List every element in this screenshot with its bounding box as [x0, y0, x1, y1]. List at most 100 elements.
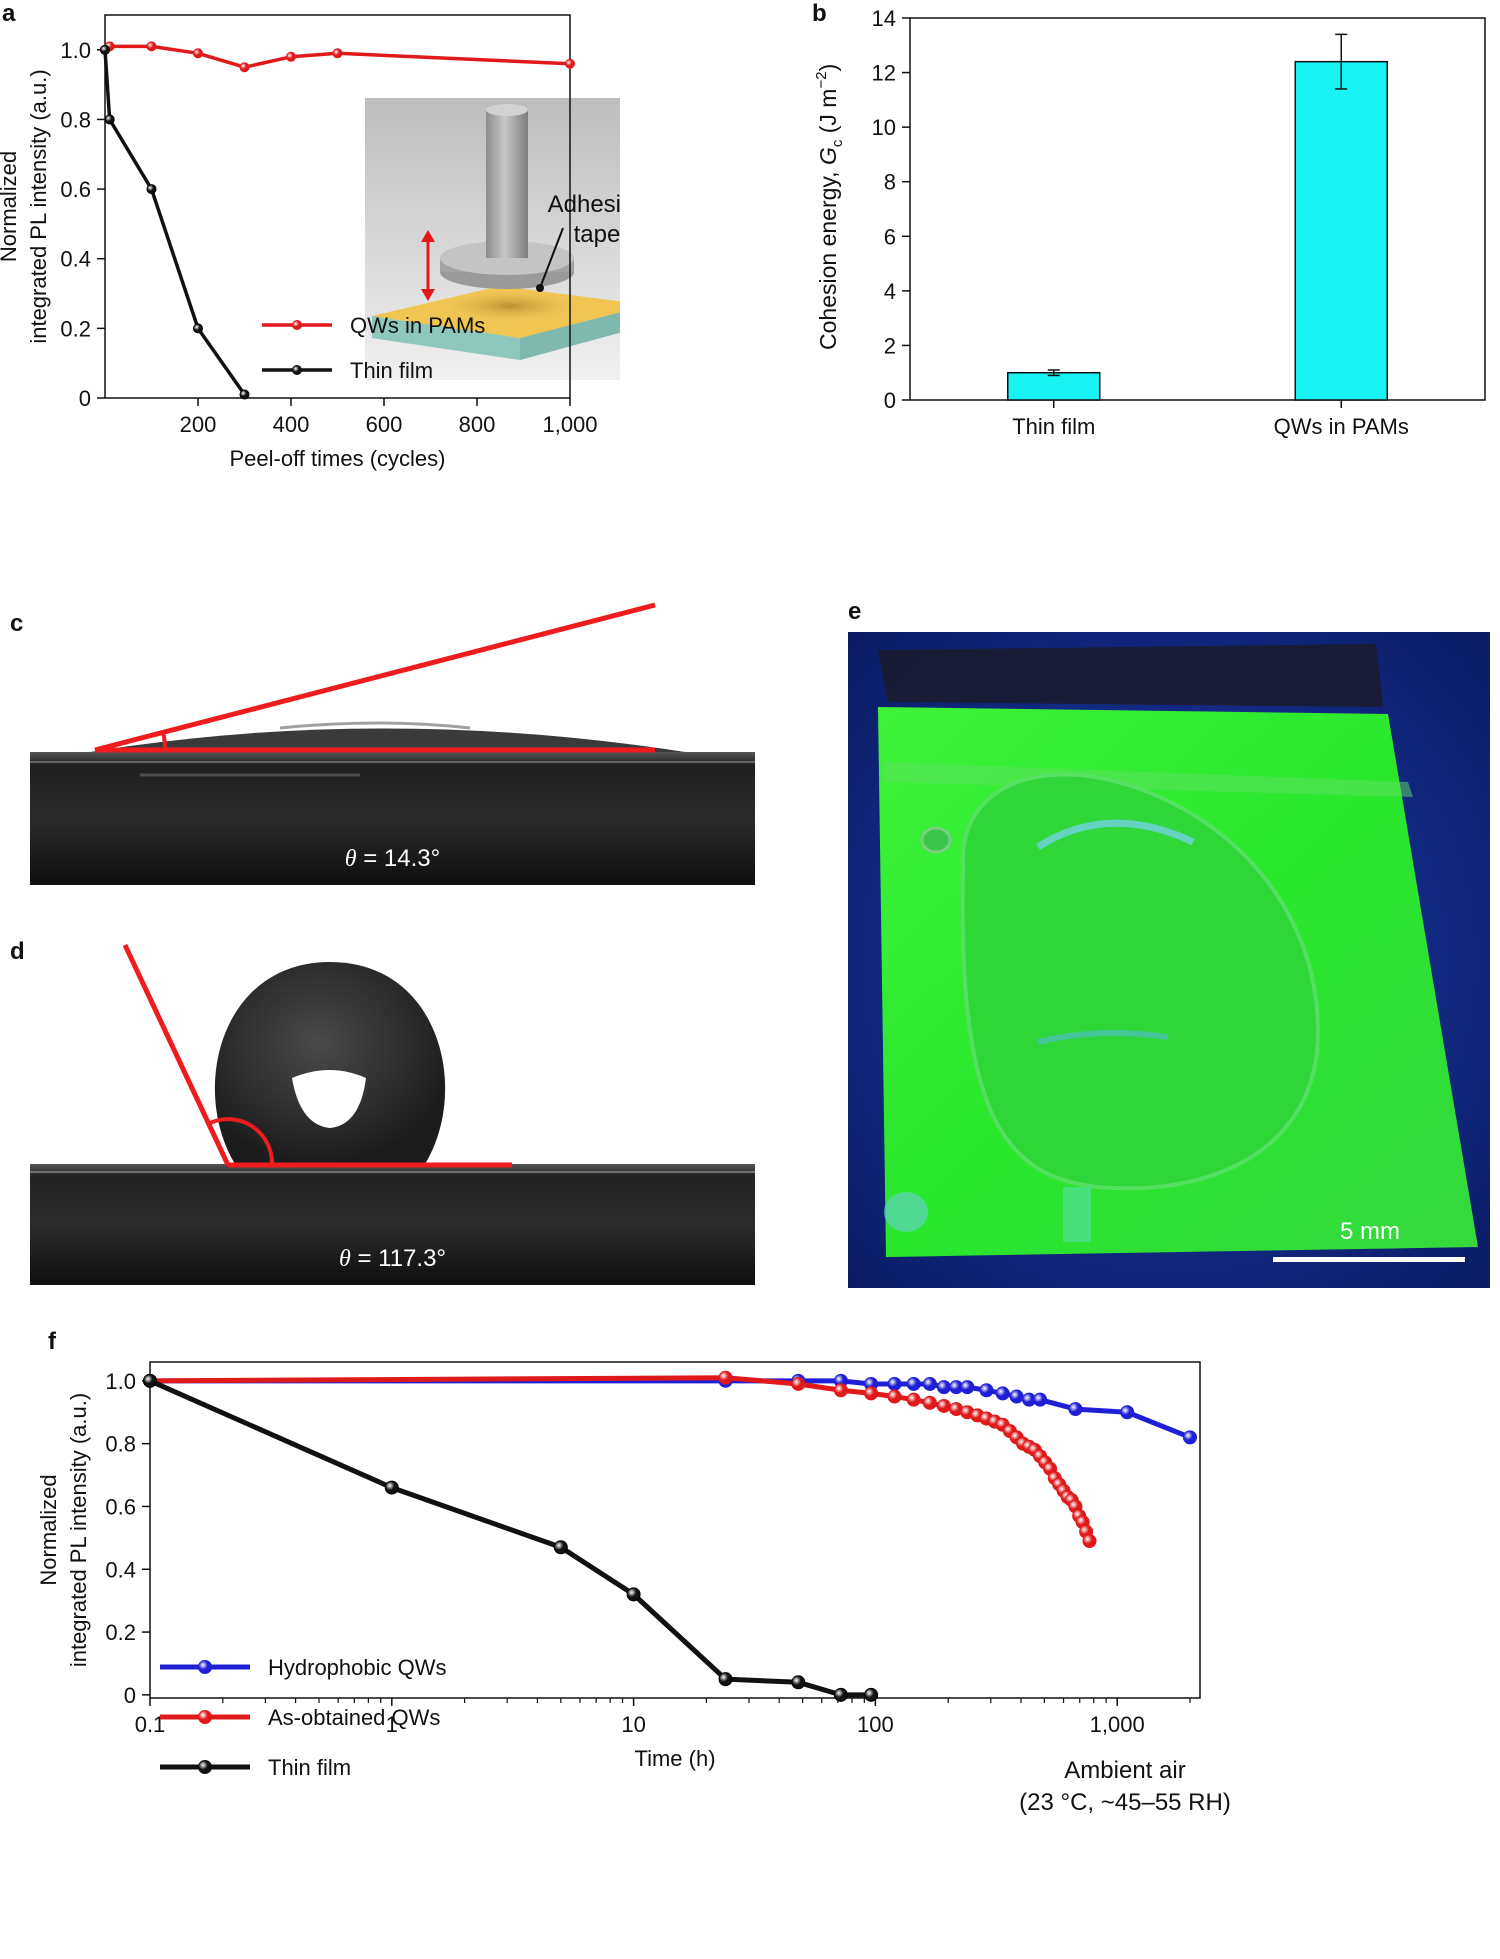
- legend-marker-hydrophobic-qws: [198, 1660, 212, 1674]
- y-axis-label: Normalized integrated PL intensity (a.u.): [36, 1393, 91, 1667]
- annotation-line2: (23 °C, ~45–55 RH): [1019, 1789, 1231, 1816]
- plot-frame: [149, 1361, 1201, 1699]
- y-tick-label: 14: [872, 6, 896, 31]
- data-point-hydrophobic-qws: [960, 1380, 975, 1395]
- data-point-qws-in-pams: [146, 41, 157, 52]
- y-tick-label: 1.0: [60, 38, 91, 63]
- y-tick-label: 0.2: [105, 1620, 136, 1645]
- data-point-hydrophobic-qws: [936, 1380, 951, 1395]
- chart-b: 0 2 4 6 8 10 12 14 Thin film QWs in PAMs Cohesion…: [813, 6, 1486, 439]
- contact-angle-caption-c: θ = 14.3°: [344, 845, 441, 872]
- y-tick-label: 0: [124, 1683, 136, 1708]
- x-tick-label: 1,000: [542, 412, 597, 437]
- x-tick-label: 100: [857, 1712, 894, 1737]
- x-tick-label: 600: [366, 412, 403, 437]
- contact-angle-caption-d: θ = 117.3°: [338, 1245, 447, 1272]
- y-tick-label: 2: [884, 333, 896, 358]
- data-point-thin-film: [100, 44, 110, 55]
- data-point-hydrophobic-qws: [1068, 1402, 1083, 1417]
- x-axis-label: Peel-off times (cycles): [230, 446, 446, 471]
- y-tick-label: 1.0: [105, 1369, 136, 1394]
- y-tick-label: 0.6: [60, 177, 91, 202]
- panel-label-f: f: [48, 1328, 56, 1355]
- series-line-thin-film: [103, 49, 246, 396]
- droplet-highlight: [292, 1070, 366, 1128]
- data-point-thin-film: [104, 114, 115, 125]
- angle-arc-icon: [161, 731, 168, 751]
- data-point-as-obtained-qws: [791, 1376, 806, 1391]
- data-point-qws-in-pams: [565, 58, 575, 69]
- data-point-thin-film: [146, 184, 157, 195]
- data-point-hydrophobic-qws: [1009, 1389, 1024, 1404]
- legend-marker-thin-film: [198, 1760, 212, 1774]
- data-point-qws-in-pams: [332, 48, 343, 59]
- tangent-line-d: [122, 943, 231, 1167]
- x-axis-label: Time (h): [634, 1746, 715, 1771]
- data-point-qws-in-pams: [239, 62, 250, 73]
- inset-label-line1: Adhesive: [548, 191, 620, 218]
- series-line-thin-film: [148, 1378, 872, 1698]
- data-point-as-obtained-qws: [887, 1389, 902, 1404]
- legend-label-as-obtained-qws: As-obtained QWs: [268, 1705, 440, 1730]
- legend-label-qws-in-pams: QWs in PAMs: [350, 313, 485, 338]
- film-top-edge: [878, 644, 1383, 707]
- y-tick-label: 0.4: [60, 247, 91, 272]
- bar-thin-film: [1007, 371, 1101, 401]
- inset-label-line2: tape: [574, 221, 620, 248]
- annotation-line1: Ambient air: [1064, 1757, 1185, 1784]
- data-point-as-obtained-qws: [936, 1398, 951, 1413]
- y-tick-label: 4: [884, 279, 896, 304]
- data-point-as-obtained-qws: [718, 1370, 733, 1385]
- data-point-hydrophobic-qws: [887, 1376, 902, 1391]
- y-tick-label: 0.4: [105, 1557, 136, 1582]
- data-point-thin-film: [718, 1672, 733, 1687]
- droplet-on-film: [960, 772, 1321, 1191]
- scale-bar: [1273, 1257, 1465, 1262]
- y-tick-label: 0.8: [105, 1432, 136, 1457]
- flat-droplet: [90, 728, 685, 752]
- category-label-qws-in-pams: QWs in PAMs: [1274, 414, 1409, 439]
- panel-label-b: b: [812, 0, 827, 27]
- x-tick-label: 400: [273, 412, 310, 437]
- y-tick-label: 0.2: [60, 316, 91, 341]
- data-point-hydrophobic-qws: [906, 1376, 921, 1391]
- data-point-thin-film: [553, 1540, 568, 1555]
- data-point-thin-film: [384, 1480, 399, 1495]
- scale-bar-label: 5 mm: [1340, 1218, 1400, 1245]
- droplet-image-c: [30, 602, 755, 885]
- x-tick-label: 1: [386, 1712, 398, 1737]
- data-point-as-obtained-qws: [864, 1386, 879, 1401]
- data-point-hydrophobic-qws: [922, 1376, 937, 1391]
- data-point-as-obtained-qws: [922, 1395, 937, 1410]
- category-label-thin-film: Thin film: [1012, 414, 1095, 439]
- data-point-thin-film: [143, 1373, 157, 1388]
- data-point-thin-film: [193, 323, 203, 334]
- y-axis-label-b: Cohesion energy, Gc (J m−2): [813, 64, 846, 350]
- angle-arc-icon-d: [207, 1117, 275, 1166]
- data-point-thin-film: [833, 1687, 848, 1702]
- data-point-hydrophobic-qws: [1182, 1430, 1197, 1445]
- legend-label-thin-film: Thin film: [350, 358, 433, 383]
- data-point-hydrophobic-qws: [979, 1383, 994, 1398]
- y-axis-label: Normalized integrated PL intensity (a.u.): [0, 69, 51, 343]
- legend-marker-thin-film: [292, 365, 302, 375]
- x-tick-label: 200: [180, 412, 217, 437]
- data-point-qws-in-pams: [193, 48, 203, 59]
- data-point-as-obtained-qws: [1082, 1533, 1097, 1548]
- legend-label-thin-film: Thin film: [268, 1755, 351, 1780]
- chart-a: Adhesive tape 0 0.2 0.4 0.6 0.8 1.0 200 400 600 8…: [0, 14, 620, 471]
- data-point-qws-in-pams: [286, 51, 296, 62]
- x-tick-label: 1,000: [1090, 1712, 1145, 1737]
- data-point-as-obtained-qws: [906, 1392, 921, 1407]
- panel-label-c: c: [10, 610, 24, 637]
- y-tick-label: 0.6: [105, 1494, 136, 1519]
- data-point-thin-film: [239, 389, 250, 400]
- data-point-thin-film: [791, 1675, 806, 1690]
- droplet-image-d: [30, 943, 755, 1285]
- data-point-hydrophobic-qws: [1120, 1405, 1135, 1420]
- y-tick-label: 0: [884, 388, 896, 413]
- y-tick-label: 12: [872, 61, 896, 86]
- bar-qws-in-pams: [1294, 60, 1388, 401]
- panel-label-a: a: [2, 0, 16, 27]
